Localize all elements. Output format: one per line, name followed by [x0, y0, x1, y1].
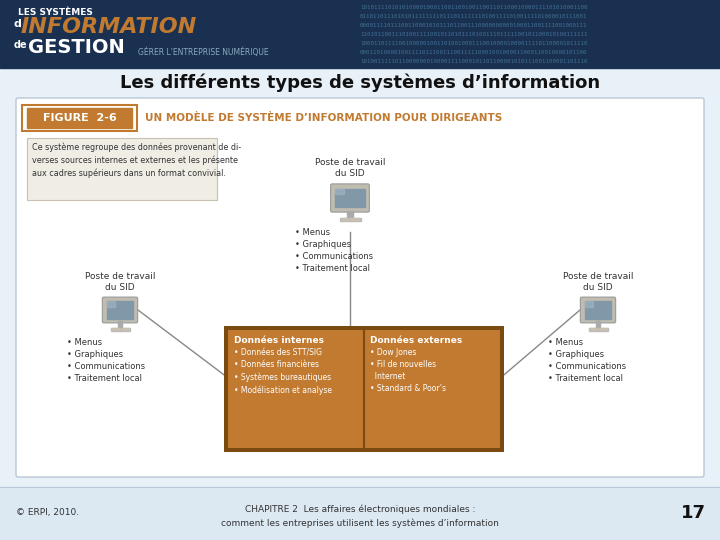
Bar [228, 330, 500, 448]
Text: • Dow Jones
• Fil de nouvelles
  Internet
• Standard & Poor’s: • Dow Jones • Fil de nouvelles Internet … [370, 348, 446, 394]
Bar [121, 328, 129, 330]
Text: FIGURE  2-6: FIGURE 2-6 [42, 113, 117, 123]
FancyBboxPatch shape [16, 98, 704, 477]
Bar [117, 321, 122, 328]
Text: Poste de travail
du SID: Poste de travail du SID [563, 272, 634, 292]
Text: d: d [14, 19, 22, 29]
Text: Poste de travail
du SID: Poste de travail du SID [315, 158, 385, 178]
Bar [585, 301, 611, 319]
Bar [0, 487, 720, 540]
Bar [107, 301, 133, 319]
Text: 10100111110110000000100001111000101101100001010111001100001101110: 1010011111011000000010000111100010110110… [360, 59, 588, 64]
Bar [112, 328, 119, 330]
Bar [340, 218, 361, 221]
Text: CHAPITRE 2  Les affaires électroniques mondiales :: CHAPITRE 2 Les affaires électroniques mo… [245, 505, 475, 515]
Text: de: de [14, 40, 27, 50]
FancyBboxPatch shape [102, 297, 138, 323]
Text: 11010110011101001111001011010111010011101111100101100010100111111: 1101011001110100111100101101011101001110… [360, 32, 588, 37]
Bar [110, 328, 130, 331]
Bar [347, 211, 353, 218]
Bar [588, 328, 608, 331]
Bar [595, 321, 600, 328]
Text: 01101101110101011111111011101111111010011110100111101000010111001: 0110110111010101111111101110111111101001… [360, 14, 588, 19]
Text: 17: 17 [681, 504, 706, 522]
Text: UN MODÈLE DE SYSTÈME D’INFORMATION POUR DIRIGEANTS: UN MODÈLE DE SYSTÈME D’INFORMATION POUR … [145, 113, 503, 123]
Text: LES SYSTÈMES: LES SYSTÈMES [18, 8, 93, 17]
Bar [590, 328, 597, 330]
Text: GESTION: GESTION [28, 38, 125, 57]
Text: INFORMATION: INFORMATION [21, 17, 197, 37]
Text: GÉRER L'ENTREPRISE NUMÉRIQUE: GÉRER L'ENTREPRISE NUMÉRIQUE [138, 48, 269, 57]
Bar [585, 301, 593, 307]
Bar [107, 301, 114, 307]
Bar [599, 328, 606, 330]
Text: • Données des STT/SIG
• Données financières
• Systèmes bureautiques
• Modélisati: • Données des STT/SIG • Données financiè… [234, 348, 332, 395]
Text: • Menus
• Graphiques
• Communications
• Traitement local: • Menus • Graphiques • Communications • … [548, 338, 626, 383]
Bar [336, 188, 344, 194]
Text: • Menus
• Graphiques
• Communications
• Traitement local: • Menus • Graphiques • Communications • … [67, 338, 145, 383]
Text: Données internes: Données internes [234, 336, 324, 345]
Text: 00011010000100111101110011100111110001001000011000110010000101100: 0001101000010011110111001110011111000100… [360, 50, 588, 55]
Bar [336, 188, 364, 207]
Bar [341, 218, 349, 220]
Bar [22, 105, 137, 131]
Text: Les différents types de systèmes d’information: Les différents types de systèmes d’infor… [120, 74, 600, 92]
Text: Ce système regroupe des données provenant de di-
verses sources internes et exte: Ce système regroupe des données provenan… [32, 143, 241, 178]
Bar [27, 108, 132, 128]
Bar [27, 138, 217, 200]
FancyBboxPatch shape [330, 184, 369, 212]
Bar [224, 326, 504, 452]
Text: comment les entreprises utilisent les systèmes d’information: comment les entreprises utilisent les sy… [221, 518, 499, 528]
Text: • Menus
• Graphiques
• Communications
• Traitement local: • Menus • Graphiques • Communications • … [295, 228, 373, 273]
Bar [0, 0, 720, 68]
Text: 10101111010101000010001100110010011001101100010000111101010001100: 1010111101010100001000110011001001100110… [360, 5, 588, 10]
Text: © ERPI, 2010.: © ERPI, 2010. [16, 509, 79, 517]
Text: 00001111011100110001010111011001110000000000100011001111001000111: 0000111101110011000101011101100111000000… [360, 23, 588, 28]
Bar [351, 218, 359, 220]
Bar [0, 68, 720, 540]
Text: 10001101111001000001001101001000111001000010000111101100001011110: 1000110111100100000100110100100011100100… [360, 41, 588, 46]
FancyBboxPatch shape [580, 297, 616, 323]
Text: Poste de travail
du SID: Poste de travail du SID [85, 272, 156, 292]
Text: Données externes: Données externes [370, 336, 462, 345]
